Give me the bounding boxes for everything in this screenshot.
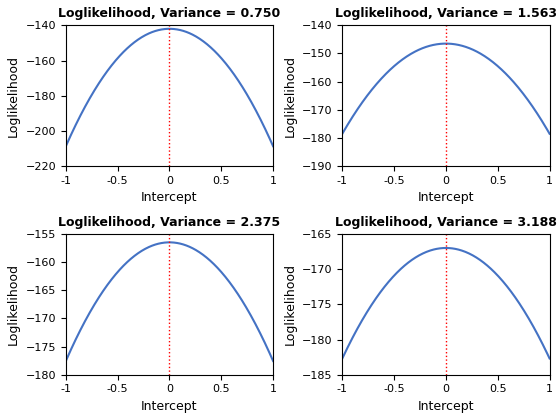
Title: Loglikelihood, Variance = 1.563: Loglikelihood, Variance = 1.563 [335,7,557,20]
Y-axis label: Loglikelihood: Loglikelihood [7,55,20,137]
X-axis label: Intercept: Intercept [141,192,198,205]
Y-axis label: Loglikelihood: Loglikelihood [283,263,297,345]
Y-axis label: Loglikelihood: Loglikelihood [7,263,20,345]
Title: Loglikelihood, Variance = 0.750: Loglikelihood, Variance = 0.750 [58,7,281,20]
Title: Loglikelihood, Variance = 3.188: Loglikelihood, Variance = 3.188 [335,215,557,228]
X-axis label: Intercept: Intercept [141,400,198,413]
X-axis label: Intercept: Intercept [418,400,474,413]
X-axis label: Intercept: Intercept [418,192,474,205]
Y-axis label: Loglikelihood: Loglikelihood [283,55,297,137]
Title: Loglikelihood, Variance = 2.375: Loglikelihood, Variance = 2.375 [58,215,281,228]
